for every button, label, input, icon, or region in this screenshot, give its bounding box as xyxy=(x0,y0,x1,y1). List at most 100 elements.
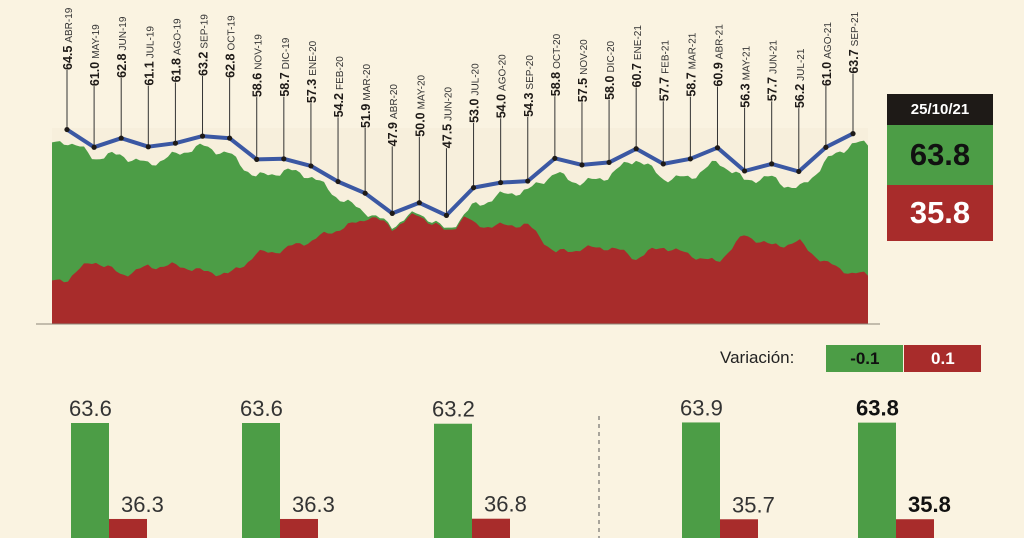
point-value: 57.7 xyxy=(766,77,780,101)
point-value: 54.3 xyxy=(522,93,536,117)
point-value: 62.8 xyxy=(224,53,238,77)
point-value: 61.1 xyxy=(142,61,156,85)
point-value: 50.0 xyxy=(413,112,427,136)
point-label: 47.5 JUN-20 xyxy=(440,87,454,149)
disapprove-bar xyxy=(896,519,934,538)
point-label: 60.9 ABR-21 xyxy=(711,24,725,87)
point-date: FEB-21 xyxy=(660,40,671,74)
data-point xyxy=(470,185,477,191)
approve-bar xyxy=(71,423,109,538)
disapprove-bar xyxy=(280,518,318,538)
data-point xyxy=(416,200,422,206)
point-date: NOV-19 xyxy=(254,34,265,70)
point-date: AGO-21 xyxy=(823,22,834,59)
data-point xyxy=(579,162,585,168)
point-value: 47.5 xyxy=(440,124,454,148)
current-date: 25/10/21 xyxy=(887,94,993,125)
point-value: 58.6 xyxy=(251,73,265,97)
data-point xyxy=(850,131,856,137)
point-label: 54.3 SEP-20 xyxy=(522,55,536,117)
data-point xyxy=(172,140,179,146)
data-point xyxy=(227,135,233,141)
data-point xyxy=(796,168,802,175)
point-label: 56.2 JUL-21 xyxy=(793,48,807,108)
disapprove-bar-label: 35.8 xyxy=(908,492,951,517)
point-label: 51.9 MAR-20 xyxy=(359,64,373,128)
point-date: ABR-20 xyxy=(389,84,400,119)
disapprove-area xyxy=(52,213,868,324)
approval-line-chart: 64.5 ABR-19 61.0 MAY-19 62.8 JUN-19 61.1 JUL-19… xyxy=(36,7,880,325)
point-label: 50.0 MAY-20 xyxy=(413,74,427,136)
data-point xyxy=(91,144,97,150)
point-value: 54.2 xyxy=(332,93,346,117)
approve-bar-label: 63.6 xyxy=(240,396,283,421)
data-point xyxy=(443,212,450,218)
approve-bar-label: 63.2 xyxy=(432,397,475,422)
point-date: MAY-21 xyxy=(742,45,753,80)
point-date: DIC-19 xyxy=(281,37,292,69)
point-value: 47.9 xyxy=(386,122,400,146)
data-point xyxy=(118,135,124,141)
data-point xyxy=(660,161,666,167)
data-point xyxy=(308,163,314,169)
point-value: 57.3 xyxy=(305,79,319,103)
comparison-bar-chart: 63.6 36.3 63.6 36.3 63.2 36.8 63.9 35.7 63.8 35.8 xyxy=(69,395,951,538)
approve-bar xyxy=(682,422,720,538)
point-value: 61.0 xyxy=(820,62,834,86)
point-value: 53.0 xyxy=(468,99,482,123)
point-value: 58.7 xyxy=(278,72,292,96)
data-point xyxy=(606,159,612,165)
point-value: 51.9 xyxy=(359,104,373,128)
data-point xyxy=(552,155,558,161)
point-value: 58.7 xyxy=(684,72,698,96)
data-point xyxy=(714,145,721,151)
data-point xyxy=(254,156,260,162)
point-value: 61.8 xyxy=(169,58,183,82)
disapprove-bar-label: 35.7 xyxy=(732,492,775,517)
data-point xyxy=(145,144,151,150)
point-value: 64.5 xyxy=(61,46,75,70)
point-date: MAY-19 xyxy=(91,24,102,59)
point-label: 47.9 ABR-20 xyxy=(386,84,400,147)
point-label: 57.5 NOV-20 xyxy=(576,39,590,102)
point-date: MAR-20 xyxy=(362,64,373,101)
point-label: 58.0 DIC-20 xyxy=(603,40,617,99)
point-label: 54.0 AGO-20 xyxy=(495,54,509,118)
variation-label: Variación: xyxy=(720,348,795,367)
point-date: ABR-19 xyxy=(64,7,75,42)
data-point xyxy=(199,133,206,139)
point-value: 57.5 xyxy=(576,78,590,102)
point-label: 61.0 MAY-19 xyxy=(88,24,102,86)
point-label: 63.2 SEP-19 xyxy=(197,14,211,76)
data-point xyxy=(389,210,395,216)
variation-approve: -0.1 xyxy=(826,344,904,372)
point-date: SEP-19 xyxy=(200,14,211,49)
approval-trend-line xyxy=(65,127,854,218)
point-label: 56.3 MAY-21 xyxy=(739,45,753,107)
data-point xyxy=(769,161,775,167)
point-date: SEP-20 xyxy=(525,55,536,90)
variation-row: Variación: -0.1 0.1 xyxy=(720,344,982,372)
disapprove-bar-label: 36.8 xyxy=(484,492,527,517)
point-date: JUL-21 xyxy=(796,48,807,81)
point-date: AGO-20 xyxy=(498,54,509,91)
approve-bar xyxy=(242,423,280,538)
data-point xyxy=(823,144,829,150)
point-label: 57.7 FEB-21 xyxy=(657,40,671,102)
data-point xyxy=(498,179,504,186)
disapprove-bar-label: 36.3 xyxy=(121,492,164,517)
point-label: 62.8 JUN-19 xyxy=(115,16,129,78)
point-label: 58.8 OCT-20 xyxy=(549,33,563,96)
approve-bar-label: 63.8 xyxy=(856,396,899,421)
point-label: 63.7 SEP-21 xyxy=(847,11,861,73)
point-label: 62.8 OCT-19 xyxy=(224,15,238,78)
point-value: 62.8 xyxy=(115,53,129,77)
point-value: 58.0 xyxy=(603,76,617,100)
point-value: 54.0 xyxy=(495,94,509,118)
data-point xyxy=(741,168,748,174)
point-value: 60.7 xyxy=(630,63,644,87)
point-label: 58.7 MAR-21 xyxy=(684,32,698,96)
approve-bar-label: 63.6 xyxy=(69,396,112,421)
point-value: 57.7 xyxy=(657,77,671,101)
current-approve-value: 63.8 xyxy=(887,125,993,185)
